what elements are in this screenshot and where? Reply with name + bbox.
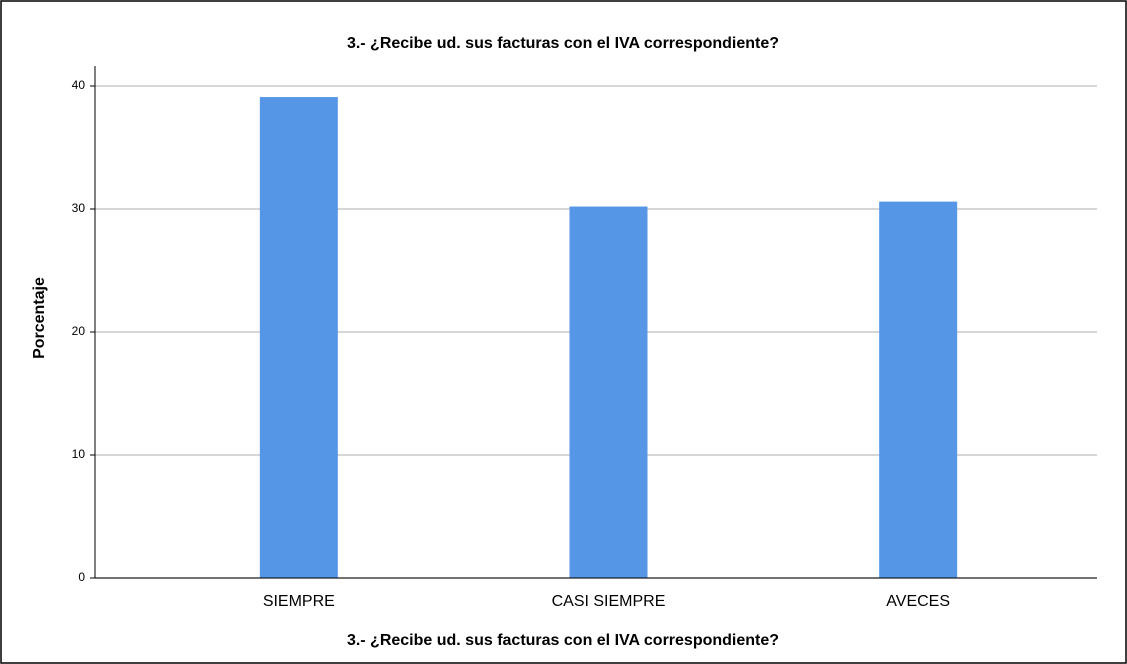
bar	[879, 201, 958, 578]
y-axis-label: Porcentaje	[31, 277, 48, 359]
x-axis-label: 3.- ¿Recibe ud. sus facturas con el IVA …	[347, 632, 779, 649]
chart-title: 3.- ¿Recibe ud. sus facturas con el IVA …	[347, 35, 779, 52]
x-tick-label: CASI SIEMPRE	[552, 593, 666, 610]
x-tick-label: AVECES	[886, 593, 950, 610]
y-tick-label: 10	[72, 447, 86, 461]
bar	[259, 97, 338, 578]
x-tick-label: SIEMPRE	[263, 593, 335, 610]
y-tick-label: 40	[72, 78, 86, 92]
bar	[569, 206, 648, 579]
y-tick-label: 20	[72, 324, 86, 338]
y-tick-label: 30	[72, 201, 86, 215]
y-tick-label: 0	[78, 570, 85, 584]
